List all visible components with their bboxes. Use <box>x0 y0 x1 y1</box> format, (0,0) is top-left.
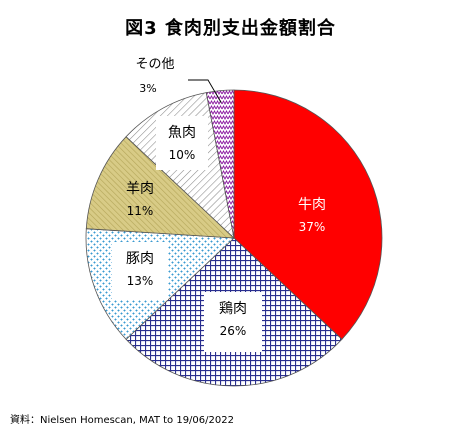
slice-label-box-3 <box>112 242 168 300</box>
pie-slice-4 <box>85 136 236 239</box>
slice-label-name-5: 魚肉 <box>168 125 196 141</box>
slice-label-pct-6: 3% <box>139 82 156 95</box>
slice-label-box-2 <box>204 292 262 352</box>
pie-slice-1 <box>233 89 383 340</box>
source-note: 資料：Nielsen Homescan, MAT to 19/06/2022 <box>10 415 234 426</box>
slice-label-name-2: 鶏肉 <box>219 301 247 317</box>
slice-label-name-3: 豚肉 <box>126 251 154 267</box>
slice-label-pct-4: 11% <box>127 204 154 218</box>
slice-label-box-5 <box>156 116 208 170</box>
slice-label-name-6: その他 <box>135 57 174 72</box>
slice-label-pct-1: 37% <box>299 220 326 234</box>
leader-line-other <box>188 79 222 103</box>
slice-label-pct-5: 10% <box>169 148 196 162</box>
slice-label-pct-2: 26% <box>220 324 247 338</box>
slice-label-name-4: 羊肉 <box>126 181 154 197</box>
pie-slice-6 <box>205 89 235 239</box>
slice-label-name-1: 牛肉 <box>298 197 326 213</box>
chart-title: 図3 食肉別支出金額割合 <box>125 18 336 39</box>
slice-label-pct-3: 13% <box>127 274 154 288</box>
